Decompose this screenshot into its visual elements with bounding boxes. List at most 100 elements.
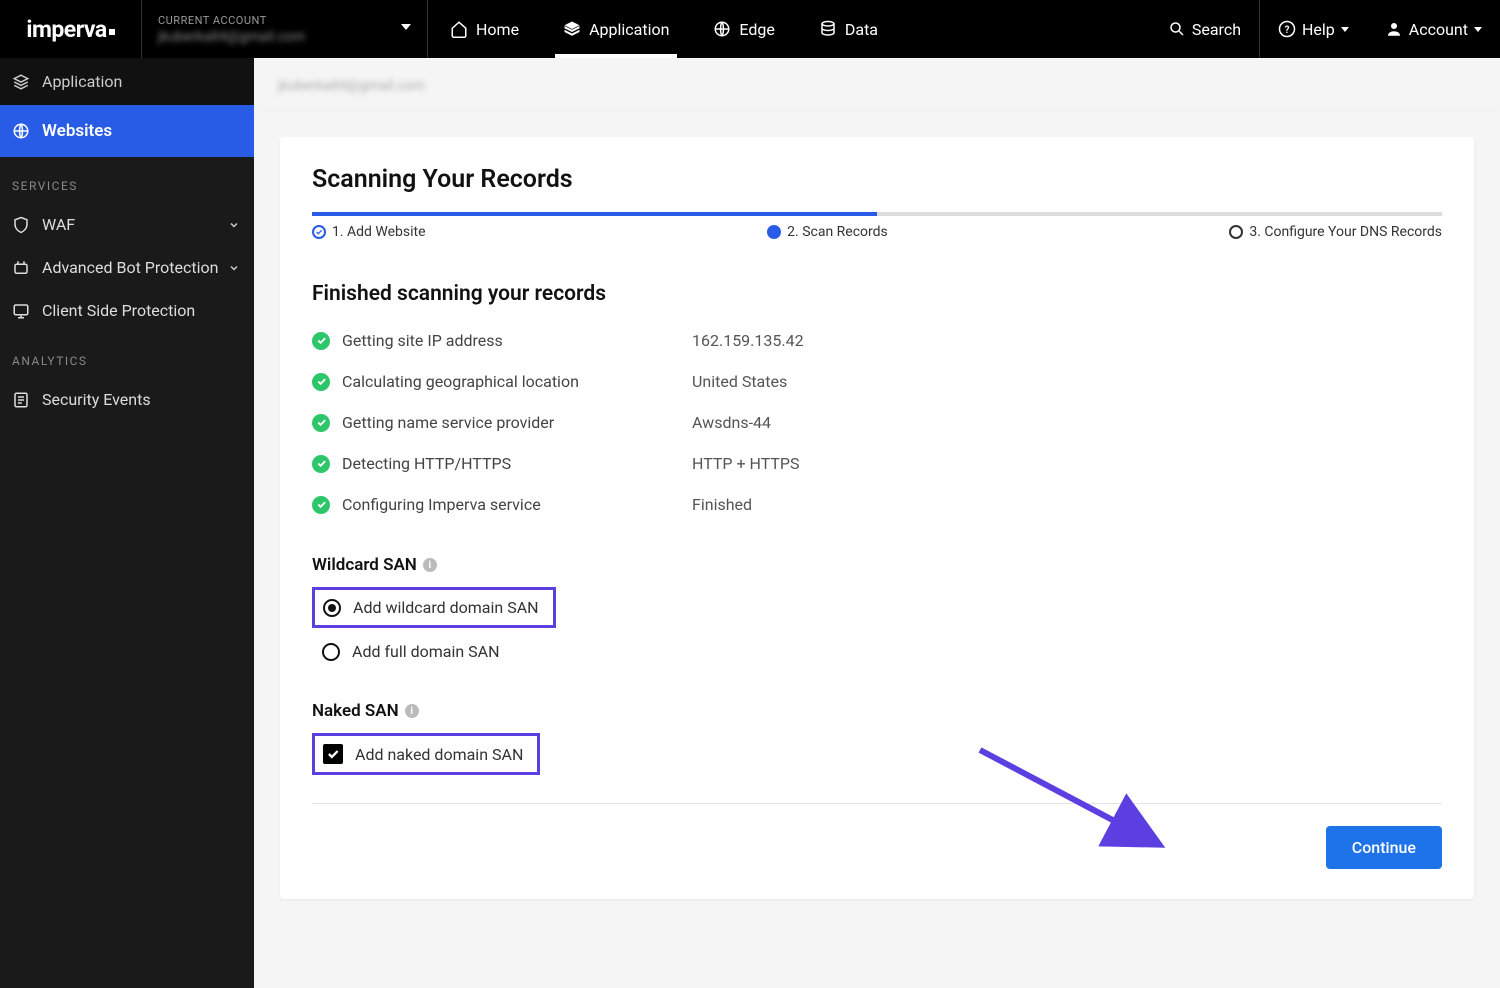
main-nav: Home Application Edge Data bbox=[428, 0, 900, 58]
scan-row-label: Calculating geographical location bbox=[342, 372, 692, 391]
sidebar-item-websites[interactable]: Websites bbox=[0, 105, 254, 157]
nav-data-label: Data bbox=[845, 20, 878, 39]
chevron-down-icon bbox=[1474, 27, 1482, 32]
scan-row: Configuring Imperva serviceFinished bbox=[312, 484, 1442, 525]
database-icon bbox=[819, 20, 837, 38]
step-1-label: 1. Add Website bbox=[332, 224, 426, 240]
page-title: Scanning Your Records bbox=[312, 165, 1442, 194]
account-tool[interactable]: Account bbox=[1367, 0, 1500, 58]
opt-full-label: Add full domain SAN bbox=[352, 642, 500, 661]
sidebar-csp-label: Client Side Protection bbox=[42, 301, 195, 320]
progress: 1. Add Website 2. Scan Records 3. Config… bbox=[312, 212, 1442, 240]
help-tool[interactable]: ? Help bbox=[1260, 0, 1367, 58]
chevron-down-icon bbox=[228, 219, 240, 231]
sidebar-sec-label: Security Events bbox=[42, 390, 151, 409]
topbar-tools: Search ? Help Account bbox=[1150, 0, 1500, 58]
opt-naked-label: Add naked domain SAN bbox=[355, 745, 523, 764]
continue-button[interactable]: Continue bbox=[1326, 826, 1442, 869]
bot-icon bbox=[12, 259, 30, 277]
naked-san-section: Naked SAN i Add naked domain SAN bbox=[312, 701, 1442, 775]
nav-data[interactable]: Data bbox=[797, 0, 900, 58]
check-icon bbox=[312, 414, 330, 432]
sidebar-title-label: Application bbox=[42, 72, 122, 91]
chevron-down-icon bbox=[1341, 27, 1349, 32]
scan-subhead: Finished scanning your records bbox=[312, 282, 1442, 306]
check-icon bbox=[312, 455, 330, 473]
scan-rows: Getting site IP address162.159.135.42Cal… bbox=[312, 320, 1442, 525]
scan-row-label: Getting name service provider bbox=[342, 413, 692, 432]
sidebar-abp-label: Advanced Bot Protection bbox=[42, 258, 218, 277]
wildcard-san-title: Wildcard SAN bbox=[312, 555, 417, 575]
step-3-label: 3. Configure Your DNS Records bbox=[1249, 224, 1442, 240]
account-tool-label: Account bbox=[1409, 20, 1468, 39]
check-icon bbox=[312, 373, 330, 391]
scan-row: Detecting HTTP/HTTPSHTTP + HTTPS bbox=[312, 443, 1442, 484]
step-3: 3. Configure Your DNS Records bbox=[1229, 224, 1442, 240]
logo-dot-icon bbox=[109, 29, 115, 35]
nav-application-label: Application bbox=[589, 20, 669, 39]
scan-row-value: HTTP + HTTPS bbox=[692, 454, 800, 473]
scan-row-value: 162.159.135.42 bbox=[692, 331, 804, 350]
content-area: jkuberka84@gmail.com Scanning Your Recor… bbox=[254, 58, 1500, 988]
check-icon bbox=[312, 496, 330, 514]
globe-icon bbox=[713, 20, 731, 38]
scan-row-value: Finished bbox=[692, 495, 752, 514]
scan-row-value: United States bbox=[692, 372, 787, 391]
layers-icon bbox=[563, 20, 581, 38]
scan-row: Getting name service providerAwsdns-44 bbox=[312, 402, 1442, 443]
chevron-down-icon bbox=[228, 262, 240, 274]
info-icon[interactable]: i bbox=[405, 704, 419, 718]
radio-selected-icon bbox=[323, 599, 341, 617]
logo-text: imperva bbox=[26, 16, 106, 43]
scan-row: Getting site IP address162.159.135.42 bbox=[312, 320, 1442, 361]
search-tool[interactable]: Search bbox=[1150, 0, 1259, 58]
account-selector[interactable]: CURRENT ACCOUNT jkuberka84@gmail.com bbox=[142, 0, 428, 58]
breadcrumb[interactable]: jkuberka84@gmail.com bbox=[254, 58, 1500, 111]
dot-empty-icon bbox=[1229, 225, 1243, 239]
step-2-label: 2. Scan Records bbox=[787, 224, 888, 240]
help-label: Help bbox=[1302, 20, 1335, 39]
logo[interactable]: imperva bbox=[0, 0, 142, 58]
step-2: 2. Scan Records bbox=[767, 224, 888, 240]
check-circle-icon bbox=[312, 225, 326, 239]
scan-row-label: Detecting HTTP/HTTPS bbox=[342, 454, 692, 473]
sidebar-item-csp[interactable]: Client Side Protection bbox=[0, 289, 254, 332]
sidebar-item-abp[interactable]: Advanced Bot Protection bbox=[0, 246, 254, 289]
account-value: jkuberka84@gmail.com bbox=[158, 29, 411, 45]
wildcard-san-section: Wildcard SAN i Add wildcard domain SAN A… bbox=[312, 555, 1442, 671]
sidebar-title[interactable]: Application bbox=[0, 58, 254, 105]
progress-fill bbox=[312, 212, 877, 216]
search-label: Search bbox=[1192, 20, 1241, 39]
search-icon bbox=[1168, 20, 1186, 38]
opt-wildcard-label: Add wildcard domain SAN bbox=[353, 598, 539, 617]
sidebar-waf-label: WAF bbox=[42, 215, 75, 234]
checkbox-checked-icon bbox=[323, 744, 343, 764]
opt-full-domain-san[interactable]: Add full domain SAN bbox=[312, 632, 1442, 671]
scan-row: Calculating geographical locationUnited … bbox=[312, 361, 1442, 402]
nav-home-label: Home bbox=[476, 20, 519, 39]
topbar: imperva CURRENT ACCOUNT jkuberka84@gmail… bbox=[0, 0, 1500, 58]
account-label: CURRENT ACCOUNT bbox=[158, 14, 411, 27]
sidebar-section-services: SERVICES bbox=[0, 157, 254, 203]
info-icon[interactable]: i bbox=[423, 558, 437, 572]
radio-unselected-icon bbox=[322, 643, 340, 661]
nav-edge-label: Edge bbox=[739, 20, 774, 39]
sidebar-item-security-events[interactable]: Security Events bbox=[0, 378, 254, 421]
nav-edge[interactable]: Edge bbox=[691, 0, 796, 58]
layers-icon bbox=[12, 73, 30, 91]
wizard-card: Scanning Your Records 1. Add Website 2. … bbox=[280, 137, 1474, 899]
wizard-footer: Continue bbox=[312, 803, 1442, 869]
scan-row-label: Configuring Imperva service bbox=[342, 495, 692, 514]
opt-naked-domain-san[interactable]: Add naked domain SAN bbox=[312, 733, 540, 775]
sidebar-item-waf[interactable]: WAF bbox=[0, 203, 254, 246]
report-icon bbox=[12, 391, 30, 409]
naked-san-title: Naked SAN bbox=[312, 701, 399, 721]
nav-application[interactable]: Application bbox=[541, 0, 691, 58]
sidebar-section-analytics: ANALYTICS bbox=[0, 332, 254, 378]
opt-wildcard-domain-san[interactable]: Add wildcard domain SAN bbox=[312, 587, 556, 628]
home-icon bbox=[450, 20, 468, 38]
globe-icon bbox=[12, 122, 30, 140]
scan-row-value: Awsdns-44 bbox=[692, 413, 771, 432]
nav-home[interactable]: Home bbox=[428, 0, 541, 58]
shield-icon bbox=[12, 216, 30, 234]
